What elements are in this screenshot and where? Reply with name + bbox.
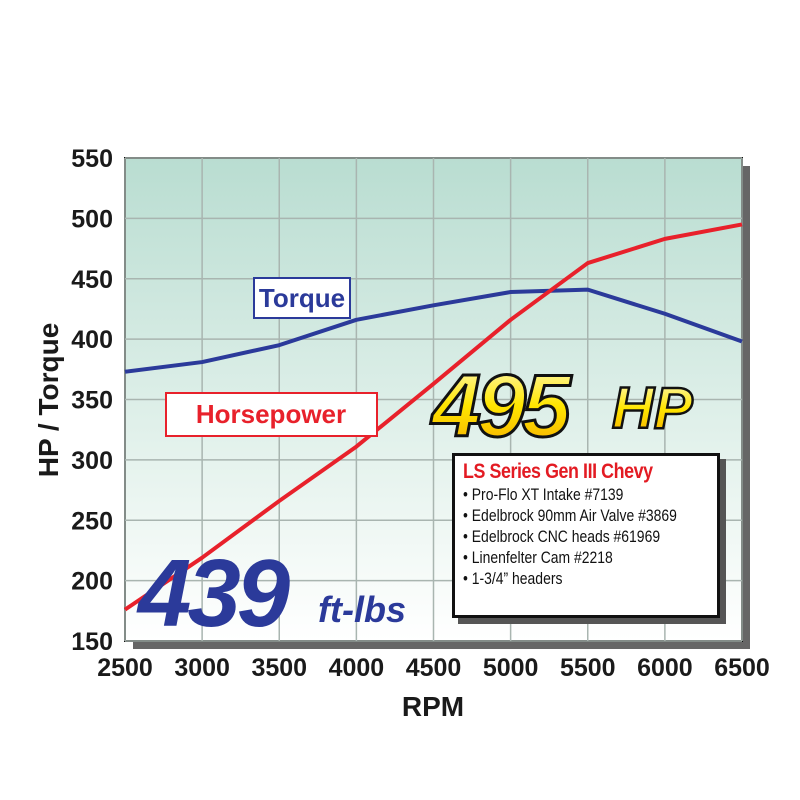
y-tick-label: 500 (71, 205, 113, 233)
y-tick-label: 450 (71, 266, 113, 294)
horsepower-line (123, 222, 743, 612)
x-tick-label: 2500 (97, 654, 153, 682)
spec-item: • Edelbrock CNC heads #61969 (463, 527, 661, 546)
x-tick-label: 3500 (251, 654, 307, 682)
hp-peak-unit: HP (612, 376, 693, 441)
x-tick-label: 3000 (174, 654, 230, 682)
x-tick-label: 4000 (329, 654, 385, 682)
x-tick-label: 6000 (637, 654, 693, 682)
hp-legend-label: Horsepower (196, 399, 346, 429)
torque-peak-number: 439 (136, 540, 290, 647)
x-tick-label: 4500 (406, 654, 462, 682)
x-axis-label: RPM (402, 691, 464, 722)
torque-legend-box (253, 277, 351, 319)
torque-peak-unit: ft-lbs (318, 589, 406, 630)
x-tick-label: 6500 (714, 654, 770, 682)
torque-legend-label: Torque (259, 283, 345, 313)
hp-peak-number: 495 (430, 356, 572, 455)
y-tick-label: 350 (71, 387, 113, 415)
build-spec-box: LS Series Gen III Chevy • Pro-Flo XT Int… (452, 453, 720, 618)
y-tick-label: 400 (71, 326, 113, 354)
spec-item: • Pro-Flo XT Intake #7139 (463, 485, 624, 504)
y-tick-label: 550 (71, 145, 113, 173)
x-tick-label: 5000 (483, 654, 539, 682)
spec-item: • Linenfelter Cam #2218 (463, 548, 613, 567)
y-tick-label: 200 (71, 568, 113, 596)
torque-line (124, 287, 743, 374)
spec-title: LS Series Gen III Chevy (463, 460, 653, 483)
spec-item: • 1-3/4” headers (463, 569, 563, 588)
y-axis-label: HP / Torque (33, 323, 64, 478)
hp-legend-box (165, 392, 378, 437)
x-tick-label: 5500 (560, 654, 616, 682)
y-tick-label: 150 (71, 628, 113, 656)
spec-item: • Edelbrock 90mm Air Valve #3869 (463, 506, 677, 525)
y-tick-label: 300 (71, 447, 113, 475)
y-tick-label: 250 (71, 507, 113, 535)
